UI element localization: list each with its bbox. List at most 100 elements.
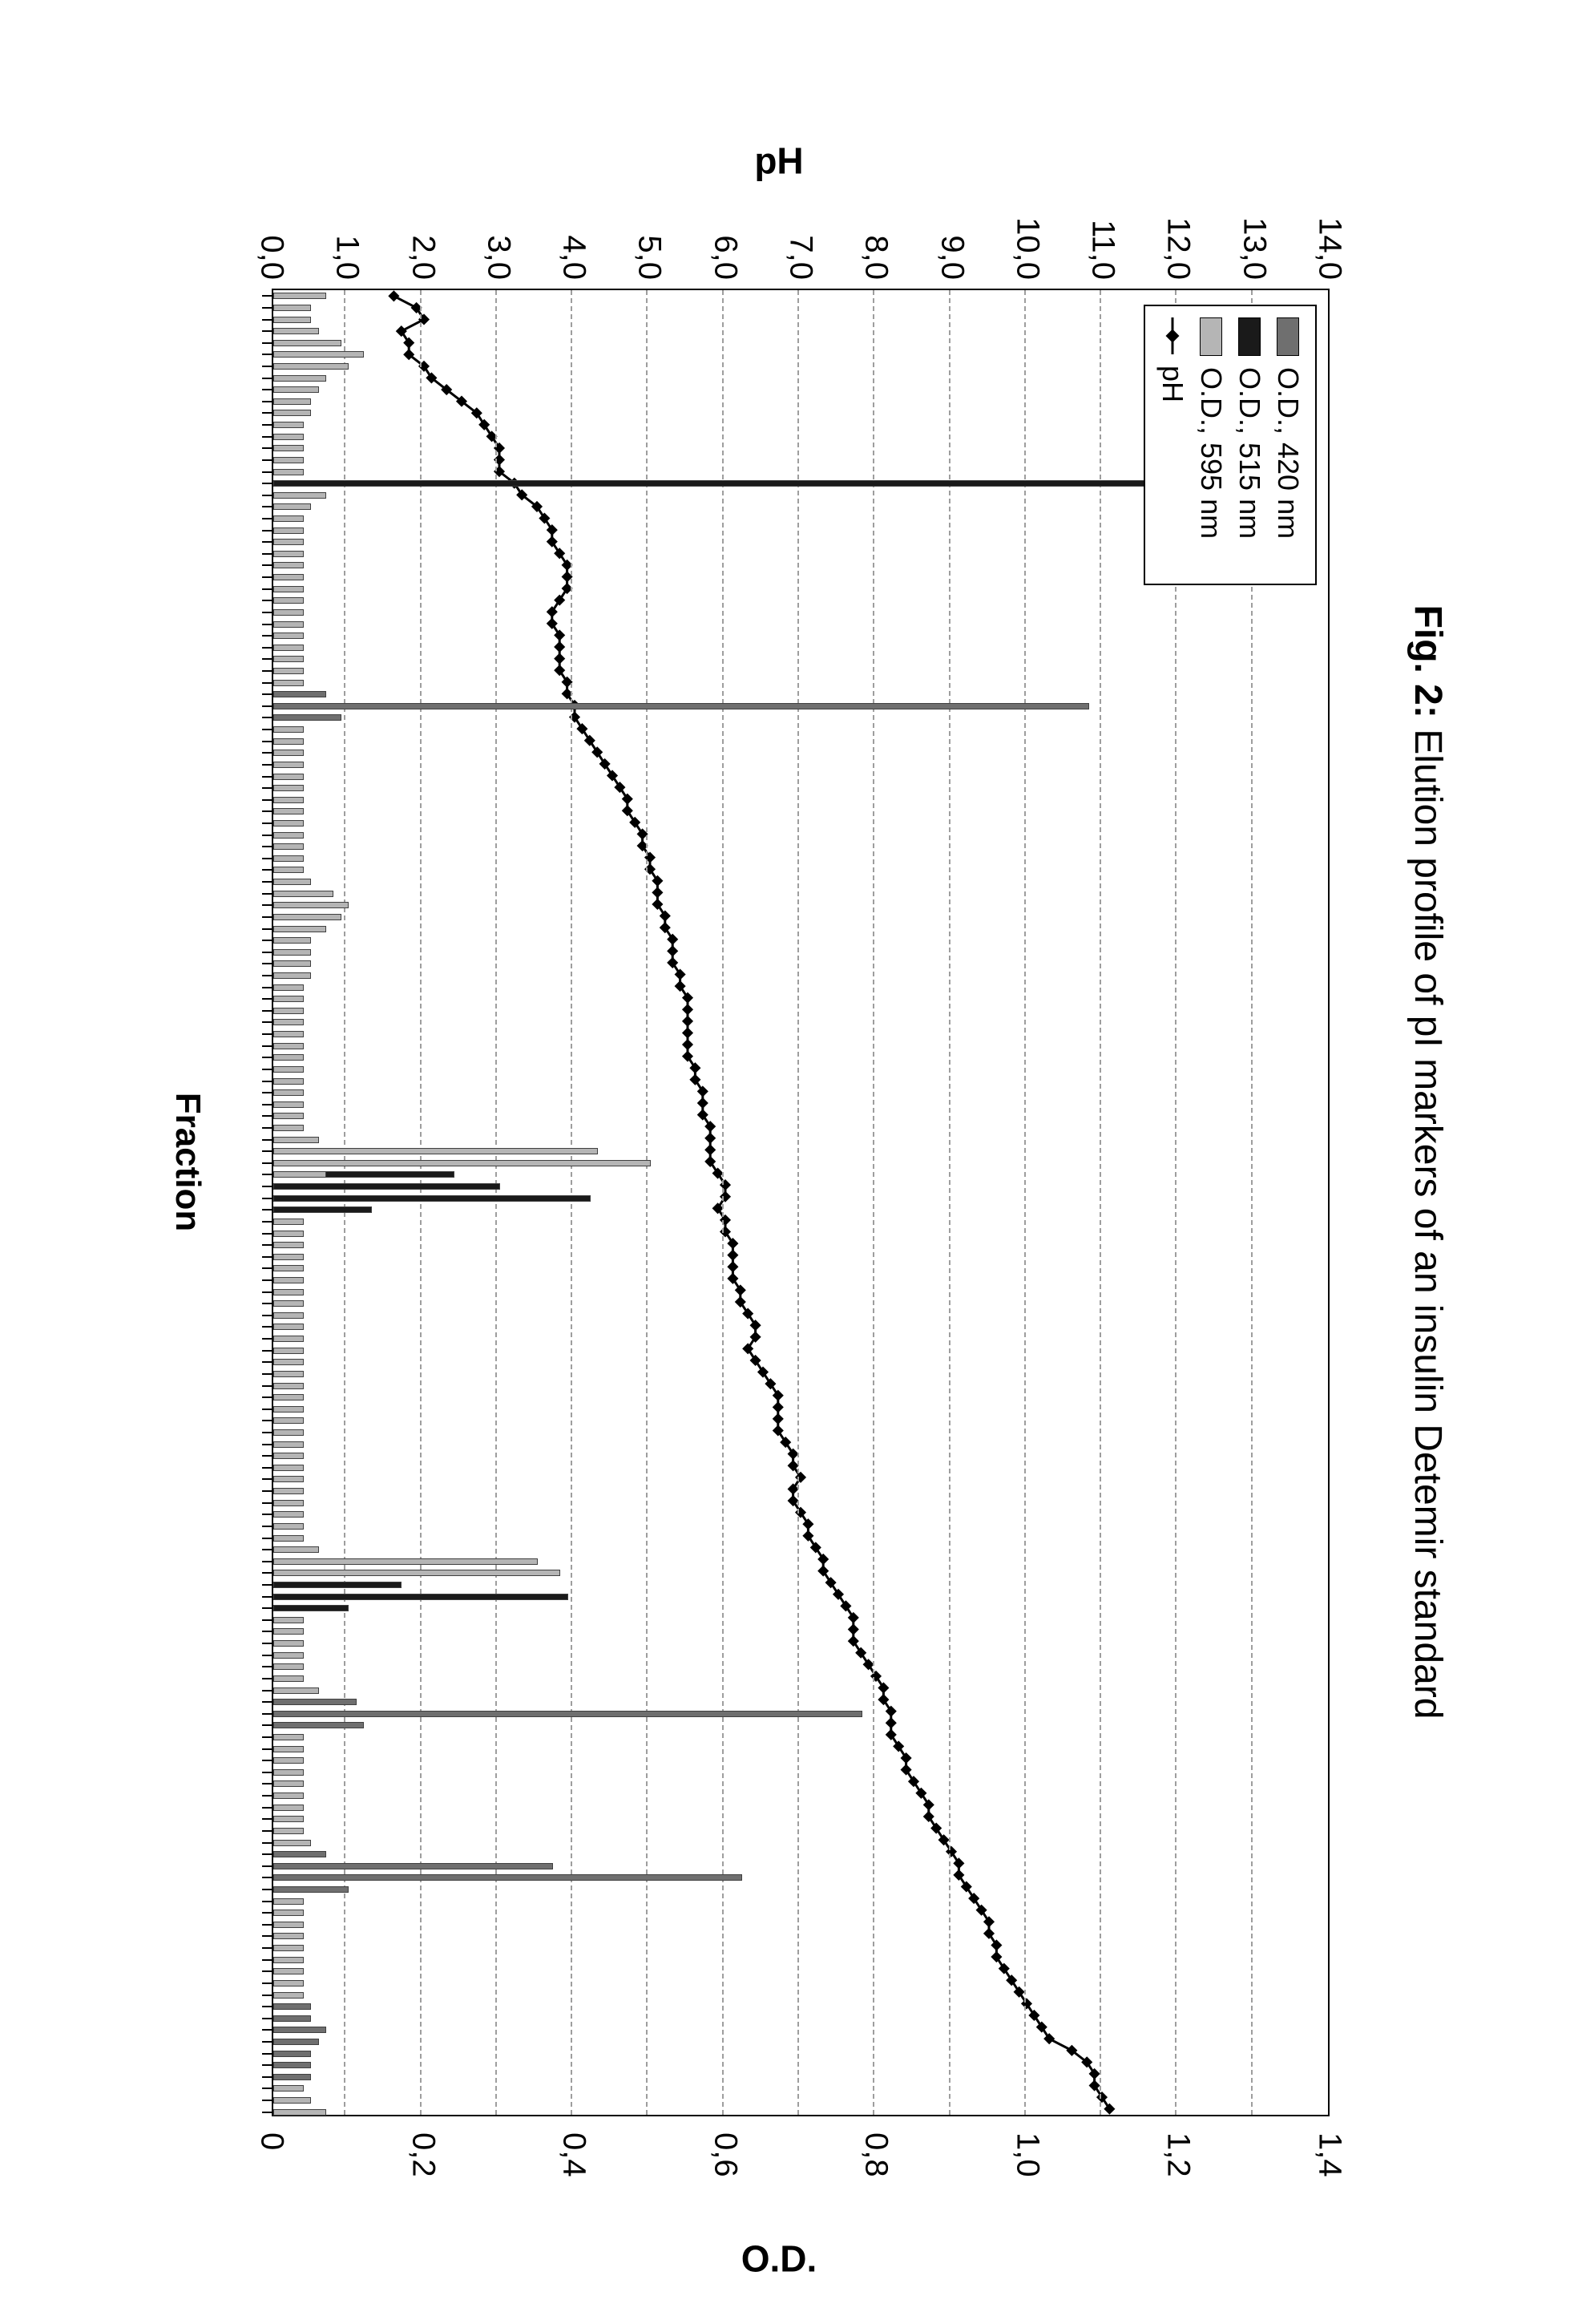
ph-marker [727,1250,738,1261]
y-left-tick-label: 10,0 [1009,200,1045,280]
x-tick [262,471,272,473]
figure-title-rest: Elution profile of pI markers of an insu… [1407,718,1449,1720]
bar-od420 [273,2015,311,2022]
bar-od595 [273,293,326,299]
bar-od595 [273,1160,651,1166]
bar-od595 [273,1043,304,1049]
x-tick [262,1561,272,1562]
legend-label: pH [1156,366,1189,402]
y-right-tick-label: 0,6 [707,2132,743,2229]
x-tick [262,366,272,367]
legend-item: O.D., 420 nm [1269,317,1307,572]
bar-od595 [273,1137,319,1143]
x-tick [262,670,272,672]
ph-marker [682,1016,693,1027]
x-tick [262,1783,272,1784]
bar-od595 [273,1324,304,1330]
x-tick [262,1830,272,1832]
bar-od595 [273,1840,311,1846]
x-tick [262,2041,272,2043]
x-tick [262,717,272,718]
bar-od420 [273,714,341,721]
bar-od420 [273,1711,862,1717]
x-tick [262,1526,272,1527]
bar-od595 [273,633,304,639]
bar-od595 [273,738,304,745]
x-tick [262,1970,272,1972]
legend-label: O.D., 515 nm [1233,367,1266,539]
x-tick [262,1455,272,1457]
x-tick [262,752,272,754]
x-tick [262,600,272,601]
x-tick [262,1361,272,1363]
bar-od420 [273,2051,311,2057]
x-tick [262,776,272,778]
x-tick [262,764,272,766]
x-tick [262,846,272,847]
gridline [722,290,724,2115]
x-tick [262,1643,272,1644]
bar-od595 [273,808,304,814]
gridline [797,290,799,2115]
bar-od595 [273,1231,304,1237]
ph-marker [848,1623,859,1635]
x-tick [262,1409,272,1410]
bar-od515 [273,1582,402,1588]
bar-od515 [273,1594,568,1600]
bar-od595 [273,797,304,803]
y-right-tick-label: 0,4 [556,2132,592,2229]
bar-od595 [273,1992,304,1999]
bar-od595 [273,1417,304,1424]
x-tick [262,1502,272,1504]
x-tick [262,1069,272,1070]
ph-marker [554,653,565,665]
legend-item: O.D., 515 nm [1230,317,1269,572]
bar-od595 [273,902,349,908]
x-tick [262,1736,272,1738]
figure-title: Fig. 2: Elution profile of pI markers of… [1406,0,1450,2324]
bar-od595 [273,668,304,674]
x-tick [262,1233,272,1235]
ph-marker [554,641,565,653]
bar-od595 [273,1828,304,1834]
bar-od595 [273,1429,304,1436]
bar-od595 [273,1558,538,1565]
ph-marker [682,1004,693,1015]
x-tick [262,1724,272,1726]
ph-marker [886,1717,897,1728]
x-tick [262,1572,272,1574]
x-tick [262,1139,272,1141]
bar-od595 [273,1219,304,1225]
x-tick [262,564,272,566]
bar-od595 [273,1348,304,1354]
x-tick [262,658,272,660]
ph-marker [652,887,663,898]
bar-od595 [273,1945,304,1951]
x-tick [262,1935,272,1937]
ph-marker [773,1401,784,1413]
y-right-tick-label: 0 [254,2132,290,2229]
x-tick [262,1326,272,1328]
bar-od595 [273,820,304,827]
x-tick [262,483,272,484]
bar-od595 [273,469,304,475]
x-tick [262,1912,272,1914]
bar-od420 [273,2003,311,2010]
ph-marker [704,1144,716,1155]
bar-od595 [273,457,304,463]
legend-line-marker-icon [1162,317,1183,354]
bar-od595 [273,1406,304,1413]
bar-od595 [273,1476,304,1482]
x-tick [262,1947,272,1949]
bar-od595 [273,774,304,780]
bar-od595 [273,1054,304,1061]
x-tick [262,2076,272,2078]
bar-od595 [273,1371,304,1377]
x-tick [262,1514,272,1515]
bar-od420 [273,1699,357,1705]
bar-od595 [273,1617,304,1623]
y-left-tick-label: 11,0 [1085,200,1121,280]
bar-od595 [273,1922,304,1928]
x-tick [262,893,272,895]
x-tick [262,2018,272,2019]
